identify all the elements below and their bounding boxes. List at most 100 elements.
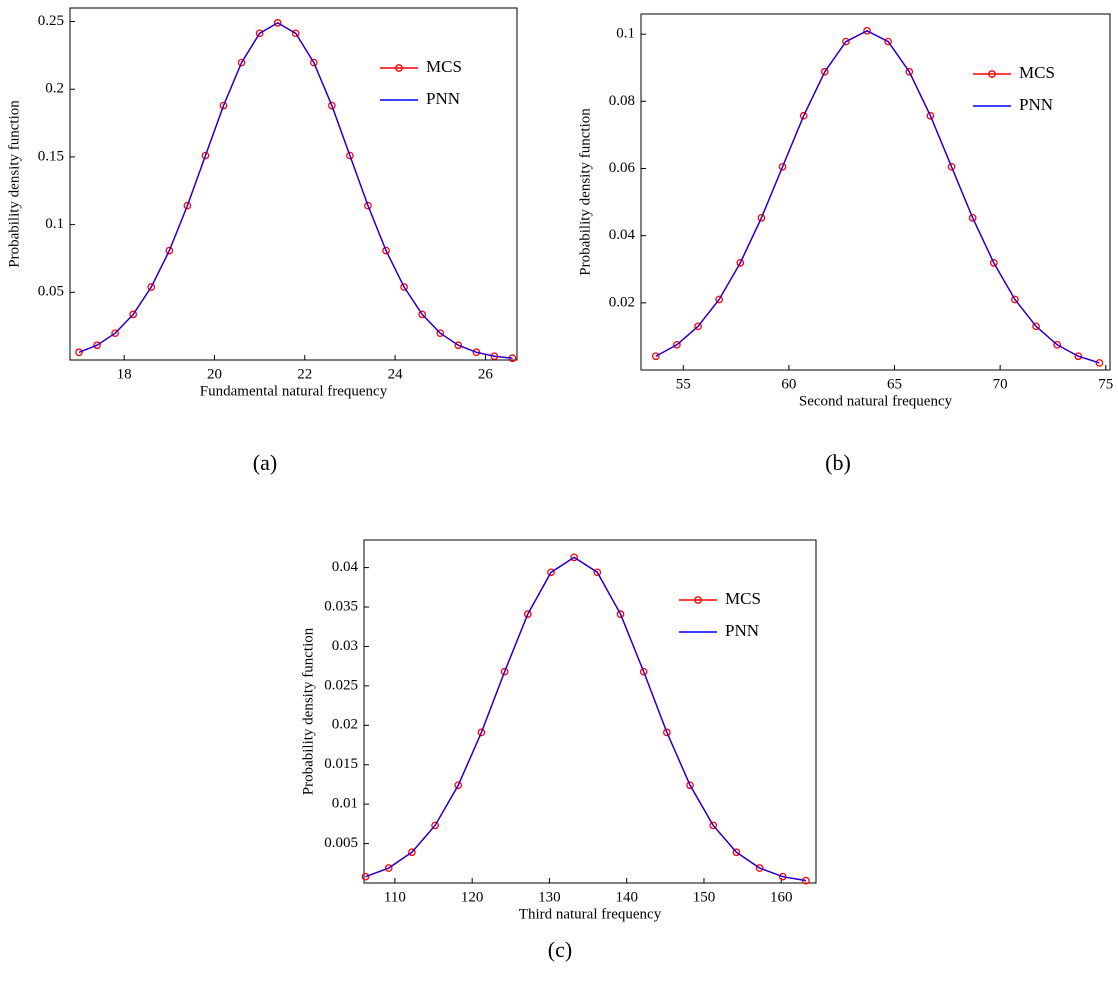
data-point (736, 259, 745, 267)
data-point (273, 19, 282, 27)
series-line (78, 22, 513, 359)
legend-label: MCS (725, 589, 761, 608)
y-tick-label: 0.04 (332, 559, 359, 575)
x-tick-label: 24 (388, 366, 404, 382)
data-point (570, 553, 579, 562)
x-tick-label: 140 (615, 889, 638, 905)
data-point (129, 310, 138, 319)
x-tick-label: 160 (770, 889, 793, 905)
x-tick-label: 22 (297, 366, 312, 382)
legend-label: MCS (1019, 63, 1055, 82)
y-axis-label: Probability density function (300, 627, 316, 795)
x-tick-label: 130 (538, 889, 561, 905)
y-tick-label: 0.025 (324, 677, 358, 693)
y-tick-label: 0.005 (324, 835, 358, 851)
data-point (968, 214, 977, 222)
y-tick-label: 0.05 (38, 284, 64, 300)
data-point (673, 340, 681, 349)
plot-frame (69, 7, 518, 361)
data-point (639, 667, 648, 676)
legend-marker (988, 70, 996, 78)
x-tick-label: 120 (461, 889, 484, 905)
data-point (799, 111, 808, 120)
x-tick-label: 150 (693, 889, 716, 905)
legend-label: PNN (426, 89, 460, 108)
caption: (c) (548, 937, 572, 962)
x-tick-label: 26 (478, 366, 494, 382)
data-point (408, 848, 416, 857)
y-tick-label: 0.08 (609, 93, 635, 109)
y-tick-label: 0.25 (38, 13, 64, 29)
legend-marker (694, 596, 702, 604)
data-point (454, 781, 463, 790)
data-point (884, 37, 893, 46)
caption: (b) (825, 450, 851, 475)
data-point (820, 67, 829, 76)
data-point (616, 610, 625, 618)
data-point (291, 29, 300, 38)
data-point (694, 322, 702, 331)
plot-frame (363, 539, 817, 884)
data-point (418, 310, 427, 319)
data-point (165, 246, 174, 255)
legend-label: PNN (725, 621, 759, 640)
y-axis-label: Probability density function (6, 100, 22, 268)
x-tick-label: 70 (993, 376, 1008, 392)
y-tick-label: 0.01 (332, 796, 358, 812)
caption: (a) (253, 450, 277, 475)
series-line (655, 30, 1100, 364)
series-line (365, 556, 807, 882)
y-tick-label: 0.02 (332, 717, 358, 733)
data-point (1074, 352, 1083, 361)
x-tick-label: 60 (781, 376, 796, 392)
data-point (500, 667, 509, 676)
y-tick-label: 0.1 (616, 26, 635, 42)
x-axis-label: Second natural frequency (799, 393, 953, 409)
data-point (328, 101, 336, 110)
x-tick-label: 20 (207, 366, 222, 382)
data-point (346, 151, 354, 160)
data-point (709, 821, 718, 830)
data-point (593, 568, 602, 577)
data-point (732, 848, 741, 857)
data-point (1095, 359, 1104, 367)
data-point (219, 101, 228, 110)
data-point (757, 214, 766, 222)
legend-label: MCS (426, 57, 462, 76)
data-point (926, 111, 935, 120)
data-point (663, 728, 671, 737)
y-tick-label: 0.06 (609, 160, 636, 176)
data-point (778, 162, 787, 171)
data-point (905, 67, 914, 76)
data-point (183, 201, 192, 210)
data-point (436, 329, 445, 338)
data-point (947, 162, 956, 171)
legend-marker (395, 64, 403, 72)
data-point (111, 329, 120, 338)
data-point (382, 246, 390, 255)
x-tick-label: 110 (384, 889, 406, 905)
data-point (651, 352, 660, 361)
x-axis-label: Third natural frequency (519, 906, 662, 922)
data-point (75, 348, 83, 357)
x-axis-label: Fundamental natural frequency (200, 383, 388, 399)
y-tick-label: 0.015 (324, 756, 358, 772)
plot-frame (640, 13, 1111, 371)
y-tick-label: 0.1 (45, 216, 64, 232)
data-point (400, 283, 408, 291)
data-point (1011, 295, 1019, 304)
data-point (237, 58, 246, 67)
x-tick-label: 55 (676, 376, 691, 392)
x-tick-label: 65 (887, 376, 902, 392)
data-point (472, 348, 481, 357)
data-point (201, 151, 210, 160)
x-tick-label: 18 (117, 366, 132, 382)
y-tick-label: 0.035 (324, 598, 358, 614)
data-point (431, 821, 439, 830)
data-point (361, 872, 370, 881)
y-tick-label: 0.02 (609, 294, 635, 310)
data-point (477, 728, 486, 737)
data-point (715, 295, 724, 304)
data-point (454, 341, 463, 350)
